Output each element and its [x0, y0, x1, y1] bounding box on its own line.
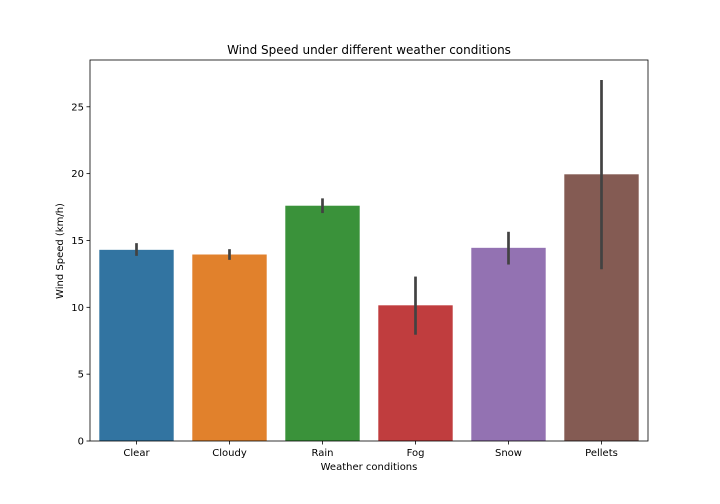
- y-tick-label: 25: [71, 102, 84, 113]
- y-axis-ticks: 0 5 10 15 20 25: [71, 102, 90, 448]
- chart-title: Wind Speed under different weather condi…: [227, 43, 511, 57]
- y-tick-label: 15: [71, 236, 84, 247]
- bar-snow: [471, 247, 546, 441]
- x-axis-ticks: Clear Cloudy Rain Fog Snow Pellets: [123, 441, 618, 459]
- error-bars-layer: [135, 80, 603, 335]
- x-tick-label: Cloudy: [212, 448, 247, 459]
- y-tick-label: 20: [71, 169, 84, 180]
- x-tick-label: Rain: [312, 448, 334, 459]
- x-tick-label: Pellets: [585, 448, 618, 459]
- bar-clear: [99, 249, 174, 441]
- x-axis-label: Weather conditions: [321, 462, 418, 473]
- y-tick-label: 0: [78, 437, 84, 448]
- y-axis-label: Wind Speed (km/h): [55, 203, 66, 299]
- x-tick-label: Clear: [123, 448, 150, 459]
- plot-frame: [89, 59, 649, 442]
- x-tick-label: Fog: [407, 448, 425, 459]
- y-tick-label: 10: [71, 303, 84, 314]
- bars-layer: [99, 174, 639, 442]
- bar-cloudy: [192, 254, 267, 441]
- x-tick-label: Snow: [495, 448, 522, 459]
- y-tick-label: 5: [78, 370, 84, 381]
- bar-rain: [285, 205, 360, 441]
